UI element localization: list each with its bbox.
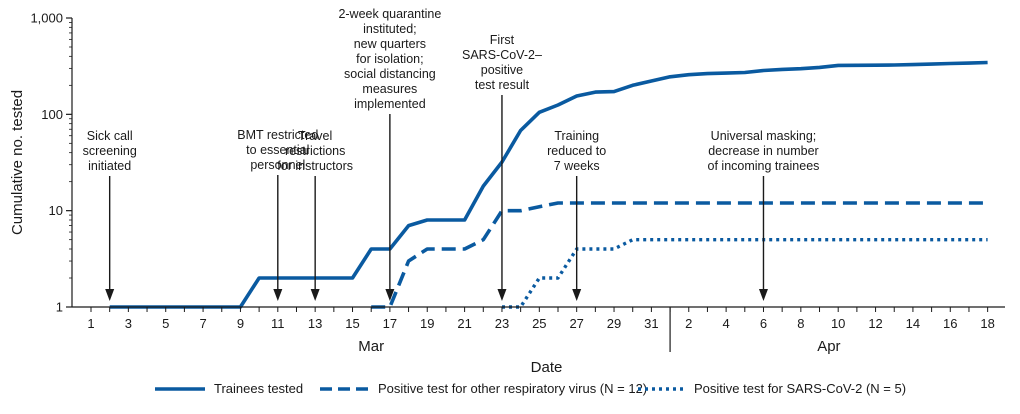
y-axis-title: Cumulative no. tested bbox=[9, 90, 26, 235]
x-tick-label: 27 bbox=[569, 316, 583, 331]
annotation-text: instituted; bbox=[363, 22, 417, 36]
legend-label: Positive test for other respiratory viru… bbox=[378, 381, 647, 396]
series-line-solid bbox=[109, 60, 988, 309]
x-tick-label: 11 bbox=[271, 316, 285, 331]
annotation-text: SARS-CoV-2– bbox=[462, 48, 542, 62]
annotation-text: First bbox=[490, 33, 515, 47]
annotation-arrowhead bbox=[758, 289, 768, 301]
annotation-text: Universal masking; bbox=[711, 129, 817, 143]
annotation-text: 7 weeks bbox=[554, 159, 600, 173]
x-tick-label: 10 bbox=[831, 316, 845, 331]
y-tick-label: 1,000 bbox=[30, 11, 63, 26]
x-axis-title: Date bbox=[531, 359, 563, 376]
x-tick-label: 9 bbox=[237, 316, 244, 331]
x-tick-label: 21 bbox=[457, 316, 471, 331]
annotation-text: for instructors bbox=[277, 159, 353, 173]
x-tick-label: 3 bbox=[125, 316, 132, 331]
y-tick-label: 10 bbox=[49, 203, 63, 218]
annotation-text: to essential bbox=[246, 143, 309, 157]
x-tick-label: 2 bbox=[685, 316, 692, 331]
x-tick-label: 13 bbox=[308, 316, 322, 331]
legend-label: Positive test for SARS-CoV-2 (N = 5) bbox=[694, 381, 906, 396]
annotation-text: reduced to bbox=[547, 144, 606, 158]
series-line-dashed bbox=[371, 201, 988, 309]
annotation-text: Travel bbox=[298, 129, 332, 143]
x-tick-label: 15 bbox=[345, 316, 359, 331]
annotation-text: new quarters bbox=[354, 37, 426, 51]
legend: Trainees tested Positive test for other r… bbox=[155, 381, 906, 396]
x-tick-label: 6 bbox=[760, 316, 767, 331]
legend-label: Trainees tested bbox=[214, 381, 303, 396]
x-tick-label: 12 bbox=[868, 316, 882, 331]
x-tick-label: 8 bbox=[797, 316, 804, 331]
x-tick-label: 17 bbox=[383, 316, 397, 331]
x-tick-label: 19 bbox=[420, 316, 434, 331]
series-lines bbox=[109, 60, 988, 309]
x-tick-label: 23 bbox=[495, 316, 509, 331]
x-tick-label: 4 bbox=[723, 316, 730, 331]
annotation-text: BMT restricted bbox=[237, 128, 318, 142]
x-tick-label: 5 bbox=[162, 316, 169, 331]
y-tick-label: 100 bbox=[41, 107, 63, 122]
annotation-arrowhead bbox=[310, 289, 320, 301]
x-tick-label: 16 bbox=[943, 316, 957, 331]
annotation-text: positive bbox=[481, 63, 523, 77]
annotation-text: 2-week quarantine bbox=[338, 7, 441, 21]
x-tick-label: 18 bbox=[980, 316, 994, 331]
x-tick-label: 7 bbox=[199, 316, 206, 331]
month-label: Mar bbox=[358, 338, 384, 355]
annotation-text: personnel bbox=[250, 158, 305, 172]
annotation-text: screening bbox=[83, 144, 137, 158]
annotation-arrowhead bbox=[572, 289, 582, 301]
annotation-text: test result bbox=[475, 78, 530, 92]
annotation-text: social distancing bbox=[344, 67, 436, 81]
annotation-text: decrease in number bbox=[708, 144, 818, 158]
series-line-dotted bbox=[502, 237, 988, 309]
annotation-arrowhead bbox=[385, 289, 395, 301]
annotation-arrowhead bbox=[105, 289, 115, 301]
month-label: Apr bbox=[817, 338, 840, 355]
annotation-arrowhead bbox=[497, 289, 507, 301]
annotation-text: Sick call bbox=[87, 129, 133, 143]
x-tick-label: 14 bbox=[906, 316, 920, 331]
annotation-text: for isolation; bbox=[356, 52, 423, 66]
y-tick-label: 1 bbox=[56, 300, 63, 315]
annotation-text: implemented bbox=[354, 97, 426, 111]
annotation-text: Training bbox=[554, 129, 599, 143]
x-tick-label: 25 bbox=[532, 316, 546, 331]
x-tick-label: 31 bbox=[644, 316, 658, 331]
annotation-arrowhead bbox=[273, 289, 283, 301]
annotation-text: restrictions bbox=[285, 144, 345, 158]
x-tick-label: 29 bbox=[607, 316, 621, 331]
annotation-text: of incoming trainees bbox=[708, 159, 820, 173]
x-tick-label: 1 bbox=[87, 316, 94, 331]
annotation-text: initiated bbox=[88, 159, 131, 173]
annotation-text: measures bbox=[362, 82, 417, 96]
